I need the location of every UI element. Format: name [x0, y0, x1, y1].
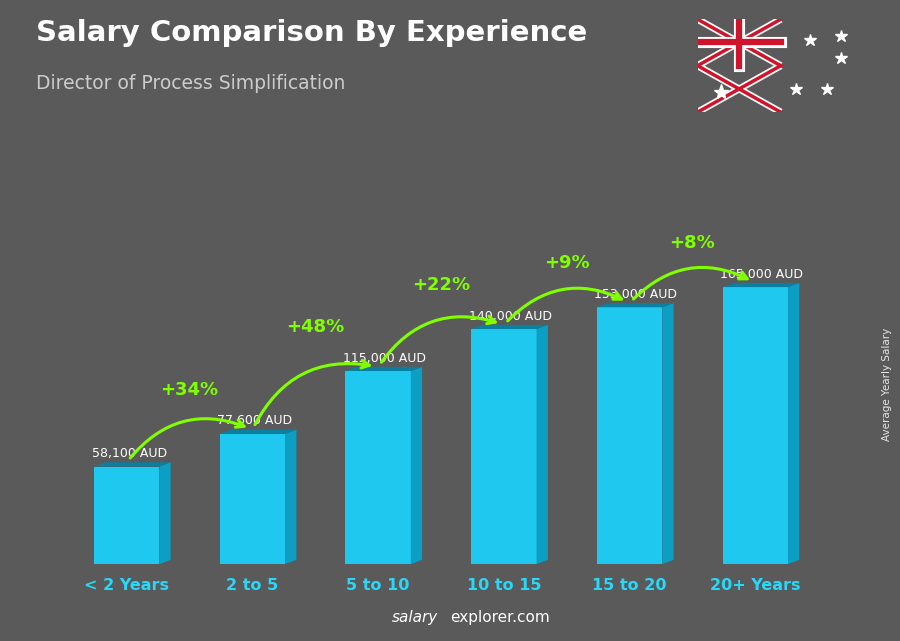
Text: 153,000 AUD: 153,000 AUD	[594, 288, 678, 301]
Polygon shape	[159, 462, 171, 564]
Polygon shape	[723, 287, 788, 564]
Text: Director of Process Simplification: Director of Process Simplification	[36, 74, 346, 93]
Polygon shape	[788, 283, 799, 564]
Polygon shape	[536, 325, 548, 564]
Polygon shape	[285, 429, 296, 564]
Polygon shape	[410, 367, 422, 564]
Polygon shape	[472, 329, 536, 564]
Polygon shape	[662, 303, 673, 564]
FancyArrowPatch shape	[130, 419, 244, 458]
Polygon shape	[346, 371, 410, 564]
FancyArrowPatch shape	[508, 288, 622, 320]
Text: +8%: +8%	[670, 234, 716, 252]
Text: salary: salary	[392, 610, 437, 625]
Polygon shape	[472, 325, 548, 329]
Text: +34%: +34%	[160, 381, 219, 399]
Polygon shape	[346, 367, 422, 371]
Polygon shape	[220, 429, 296, 434]
Text: 58,100 AUD: 58,100 AUD	[92, 447, 166, 460]
Polygon shape	[723, 283, 799, 287]
Polygon shape	[220, 434, 285, 564]
FancyArrowPatch shape	[255, 360, 369, 424]
Text: 165,000 AUD: 165,000 AUD	[720, 268, 803, 281]
Text: +22%: +22%	[412, 276, 470, 294]
Polygon shape	[94, 462, 171, 467]
Text: Salary Comparison By Experience: Salary Comparison By Experience	[36, 19, 587, 47]
Polygon shape	[597, 307, 662, 564]
Polygon shape	[94, 467, 159, 564]
Text: 77,600 AUD: 77,600 AUD	[217, 415, 292, 428]
FancyArrowPatch shape	[634, 267, 747, 299]
Text: Average Yearly Salary: Average Yearly Salary	[881, 328, 892, 441]
Text: 140,000 AUD: 140,000 AUD	[469, 310, 552, 322]
Text: +48%: +48%	[286, 318, 345, 336]
Polygon shape	[597, 303, 673, 307]
Text: 115,000 AUD: 115,000 AUD	[343, 352, 426, 365]
Text: explorer.com: explorer.com	[450, 610, 550, 625]
FancyArrowPatch shape	[382, 316, 495, 362]
Text: +9%: +9%	[544, 254, 590, 272]
